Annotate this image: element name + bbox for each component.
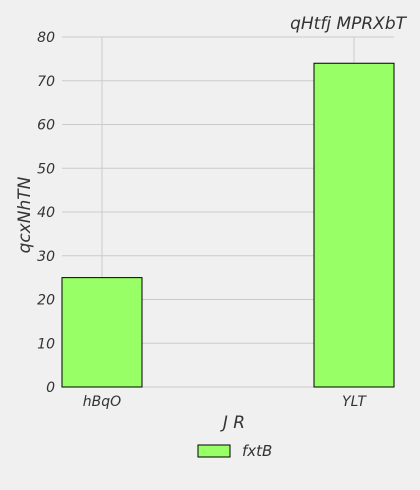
x-axis-label: J R [220,413,245,433]
bar-hBqO [61,277,143,388]
y-tick-label: 40 [37,205,55,221]
y-tick-label: 10 [37,336,55,352]
chart-title: qHtfj MPRXbT [290,14,408,34]
legend-label: fxtB [242,442,272,460]
y-tick-label: 60 [37,118,55,134]
y-tick-label: 30 [37,249,55,265]
y-axis-ticks: 0 10 20 30 40 50 60 70 80 [37,30,55,396]
y-tick-label: 80 [37,30,55,46]
legend: fxtB [197,442,272,460]
y-axis-label: qcxNhTN [15,176,35,253]
x-tick-label: YLT [342,394,367,410]
x-axis-ticks: hBqO YLT [83,394,368,410]
x-tick-label: hBqO [83,394,121,410]
legend-swatch [197,444,231,458]
y-tick-label: 0 [46,380,55,396]
bars [61,62,395,388]
y-tick-label: 50 [37,161,55,177]
bar-YLT [313,62,395,388]
y-tick-label: 70 [37,74,55,90]
y-tick-label: 20 [37,293,55,309]
